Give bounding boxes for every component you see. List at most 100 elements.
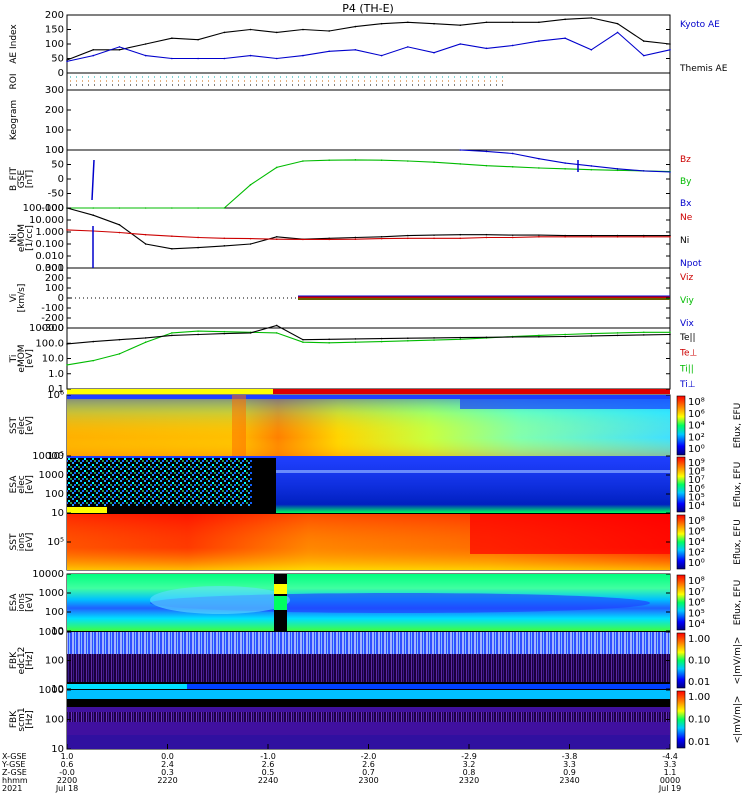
series-kyoto-ae-pt-17 (511, 44, 514, 47)
bottom-row-1-val-0: 0.6 (61, 760, 74, 769)
ytick-vi-5: -200 (41, 313, 64, 324)
panel-frame-keogram (66, 89, 671, 151)
colorbar-label-sst_e-0: 10⁸ (688, 397, 705, 408)
legend-ti-2: Ti|| (679, 364, 694, 374)
series-themis-ae-pt-4 (171, 37, 173, 39)
colorbar-label-sst_i-0: 10⁸ (688, 516, 705, 527)
series-te-par-pt-12 (380, 337, 383, 340)
series-themis-ae-pt-5 (197, 38, 199, 41)
ytick-fbk1-2: 10 (51, 684, 64, 695)
series-kyoto-ae-pt-14 (433, 51, 435, 54)
series-ni-pt-1 (92, 214, 95, 217)
ytick-ae-3: 50 (51, 54, 64, 65)
series-kyoto-ae-pt-19 (564, 37, 566, 39)
series-kyoto-ae (66, 31, 671, 62)
series-by-pt-11 (354, 159, 357, 161)
colorbar-title-fbk2: <|mV/m|> (733, 696, 743, 744)
ytick-esa_i-3: 10 (51, 626, 64, 637)
ytick-sst_e-0: 10⁶ (47, 390, 64, 401)
bottom-row-1-val-2: 2.6 (262, 760, 275, 769)
series-kyoto-ae-pt-21 (616, 31, 619, 34)
legend-ni-2: Npot (680, 259, 702, 269)
legend-bfield-2: Bx (680, 199, 692, 209)
ytick-ni-5: 0.001 (35, 263, 64, 274)
ytick-ti-3: 1.0 (48, 369, 64, 380)
series-themis-ae-pt-2 (118, 49, 121, 51)
ylabel-esa_e-1: elec (17, 475, 27, 494)
ytick-fbk1-0: 1000 (39, 627, 64, 638)
series-themis-ae-pt-17 (511, 21, 514, 24)
colorbar-title-esa_i: Eflux, EFU (733, 580, 743, 626)
series-by-pt-1 (92, 207, 95, 209)
colorbar-fbk2 (676, 690, 686, 749)
series-by-pt-20 (590, 168, 593, 171)
series-themis-ae-pt-22 (642, 40, 645, 42)
series-te-par-pt-14 (433, 337, 435, 339)
series-ti-par-pt-6 (223, 330, 226, 333)
ylabel-bfield-0: B_FIT (9, 167, 19, 192)
legend-ti-0: Te|| (679, 333, 696, 343)
series-ne-pt-18 (538, 235, 540, 238)
series-ti-par-pt-23 (669, 331, 671, 334)
series-bx-pt-17 (511, 152, 514, 155)
series-te-par-pt-20 (590, 335, 593, 337)
ytick-vi-0: 300 (45, 263, 64, 274)
series-bx-pt-21 (616, 168, 619, 170)
series-kyoto-ae-pt-10 (328, 50, 330, 53)
legend-ni-1: Ni (680, 236, 689, 246)
colorbar-label-sst_i-4: 10⁰ (688, 558, 705, 569)
bottom-row-0-val-0: 1.0 (61, 752, 74, 761)
legend-ti-1: Te⊥ (679, 349, 698, 359)
series-themis-ae-pt-19 (564, 18, 566, 21)
series-te-par-pt-11 (354, 338, 357, 340)
colorbar-label-fbk1-2: 0.01 (688, 677, 710, 688)
series-kyoto-ae-pt-15 (459, 43, 462, 45)
ytick-bfield-0: 100 (45, 145, 64, 156)
series-ni-pt-22 (642, 234, 645, 237)
series-ne-pt-16 (485, 236, 488, 239)
colorbar-label-esa_i-1: 10⁷ (688, 587, 705, 598)
ytick-ni-1: 10.000 (29, 215, 64, 226)
series-te-par-pt-6 (223, 332, 226, 335)
bottom-row-2-val-5: 0.9 (563, 768, 576, 777)
series-by-pt-12 (380, 159, 383, 161)
series-te-par-pt-23 (669, 333, 671, 336)
legend-ni-0: Ne (680, 213, 693, 223)
vi-noise-band (298, 296, 670, 300)
ytick-ti-4: 0.1 (48, 384, 64, 395)
colorbar-label-sst_i-1: 10⁶ (688, 527, 705, 538)
series-te-par-pt-1 (92, 340, 95, 343)
ytick-keogram-1: 200 (45, 105, 64, 116)
colorbar-title-sst_i: Eflux, EFU (733, 519, 743, 565)
series-ti-par-pt-3 (144, 341, 147, 343)
series-bx-pt-16 (485, 150, 488, 153)
series-ni-pt-17 (511, 234, 514, 236)
bottom-row-3-val-0: 2200 (57, 776, 77, 785)
series-te-par-pt-13 (407, 337, 409, 340)
colorbar-label-esa_i-0: 10⁸ (688, 576, 705, 587)
series-ni-pt-4 (171, 247, 173, 250)
ytick-ni-4: 0.010 (35, 251, 64, 262)
bottom-row-1-val-5: 3.3 (563, 760, 576, 769)
series-ti-par-pt-8 (275, 332, 278, 334)
series-kyoto-ae-pt-13 (407, 46, 409, 48)
series-ti-par-pt-22 (642, 331, 645, 334)
series-by-pt-5 (197, 207, 199, 209)
ylabel-esa_i-1: ions (17, 593, 27, 612)
ylabel-esa_i-0: ESA (9, 593, 19, 612)
colorbar-label-sst_e-3: 10² (688, 432, 705, 443)
ylabel-esa_e-0: ESA (9, 475, 19, 494)
ylabel-vi-0: Vi (9, 294, 19, 302)
colorbar-label-esa_e-2: 10⁷ (688, 475, 705, 486)
ytick-ae-1: 150 (45, 25, 64, 36)
bottom-row-0-val-1: 0.0 (161, 752, 174, 761)
colorbar-label-esa_e-4: 10⁵ (688, 492, 705, 503)
series-ni-pt-10 (328, 237, 330, 240)
bottom-row-1-val-3: 2.6 (362, 760, 375, 769)
series-ne-pt-12 (380, 237, 383, 240)
ytick-ti-0: 1000.0 (29, 323, 64, 334)
colorbar-label-esa_i-3: 10⁵ (688, 608, 705, 619)
colorbar-label-esa_e-3: 10⁶ (688, 484, 705, 495)
